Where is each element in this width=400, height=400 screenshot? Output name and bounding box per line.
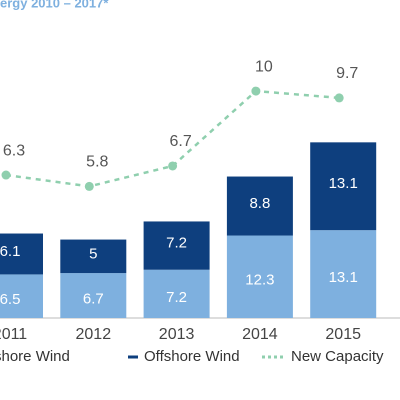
- legend-label: shore Wind: [0, 348, 70, 365]
- value-label: 13.1: [329, 269, 358, 286]
- value-label: 6.7: [169, 133, 191, 150]
- bar: [310, 230, 377, 318]
- x-tick-label: 2012: [76, 326, 112, 343]
- bar: [143, 269, 210, 318]
- x-tick-label: 2015: [325, 326, 361, 343]
- value-label: 7.2: [166, 289, 187, 306]
- legend-label: Offshore Wind: [144, 348, 240, 365]
- x-tick-label: 2011: [0, 326, 27, 343]
- value-label: 8.8: [249, 195, 270, 212]
- x-tick-label: 2014: [242, 326, 278, 343]
- value-label: 5: [89, 245, 97, 262]
- value-label: 6.3: [3, 142, 25, 159]
- bar: [60, 273, 127, 318]
- value-label: 13.1: [329, 175, 358, 192]
- legend-label: New Capacity: [291, 348, 384, 365]
- value-label: 6.5: [0, 291, 20, 308]
- bar: [143, 221, 210, 270]
- value-label: 7.2: [166, 235, 187, 252]
- value-label: 6.7: [83, 291, 104, 308]
- x-tick-label: 2013: [159, 326, 195, 343]
- bar: [226, 176, 293, 236]
- line-point: [334, 93, 344, 103]
- chart-title: ergy 2010 – 2017*: [0, 0, 109, 10]
- value-label: 12.3: [245, 272, 274, 289]
- line-point: [168, 161, 178, 171]
- bar: [0, 233, 43, 275]
- line-point: [84, 181, 94, 191]
- bar: [0, 274, 43, 318]
- value-label: 6.1: [0, 243, 20, 260]
- line-point: [251, 86, 261, 96]
- line-point: [1, 170, 11, 180]
- bar: [60, 239, 127, 274]
- value-label: 9.7: [336, 65, 358, 82]
- bar: [310, 142, 377, 231]
- bar: [226, 235, 293, 318]
- value-label: 10: [255, 58, 273, 75]
- value-label: 5.8: [86, 154, 108, 171]
